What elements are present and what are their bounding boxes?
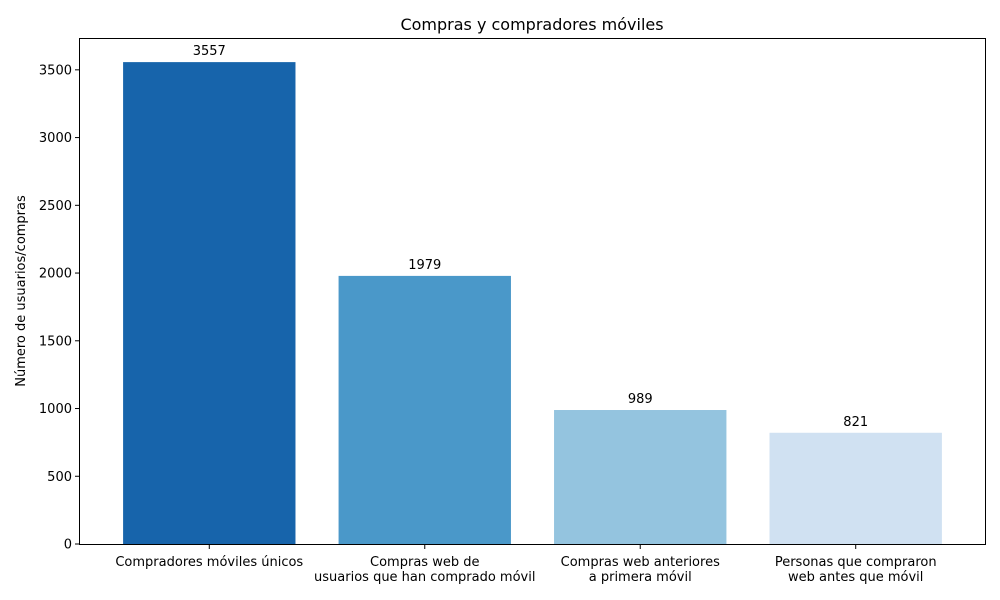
- y-tick-label: 2500: [39, 199, 72, 214]
- x-tick-label-line: web antes que móvil: [788, 570, 923, 585]
- y-tick-label: 0: [64, 538, 72, 553]
- bar: [338, 275, 511, 544]
- bar-value-label: 821: [843, 415, 868, 430]
- bar-value-label: 989: [628, 392, 653, 407]
- chart-title: Compras y compradores móviles: [400, 15, 663, 34]
- x-tick-label-line: Compras web anteriores: [561, 555, 720, 570]
- x-tick-label: Compradores móviles únicos: [115, 555, 303, 570]
- y-tick-label: 500: [47, 470, 72, 485]
- bar: [123, 62, 296, 544]
- plot-frame: [79, 38, 986, 545]
- y-tick-label: 3000: [39, 131, 72, 146]
- x-tick-label-line: Compras web de: [370, 555, 479, 570]
- y-axis: 0 500 1000 1500 2000 2500 3000 3500: [39, 63, 80, 553]
- x-tick-label-line: Personas que compraron: [775, 555, 937, 570]
- x-tick-label: Compras web de usuarios que han comprado …: [314, 555, 535, 585]
- x-tick-label: Personas que compraron web antes que móvi…: [775, 555, 937, 585]
- bar-value-label: 1979: [408, 258, 441, 273]
- bars-group: 3557 1979 989 821: [123, 44, 942, 544]
- y-tick-label: 2000: [39, 267, 72, 282]
- bar-value-label: 3557: [193, 44, 226, 59]
- bar: [554, 410, 727, 544]
- y-tick-label: 1000: [39, 402, 72, 417]
- y-tick-label: 1500: [39, 334, 72, 349]
- x-tick-label: Compras web anteriores a primera móvil: [561, 555, 720, 585]
- y-tick-label: 3500: [39, 63, 72, 78]
- bar: [769, 432, 942, 544]
- x-tick-label-line: usuarios que han comprado móvil: [314, 570, 535, 585]
- x-tick-label-line: a primera móvil: [589, 570, 692, 585]
- x-tick-label-line: Compradores móviles únicos: [115, 555, 303, 570]
- x-axis: Compradores móviles únicos Compras web de…: [115, 544, 937, 585]
- y-axis-label: Número de usuarios/compras: [14, 195, 29, 387]
